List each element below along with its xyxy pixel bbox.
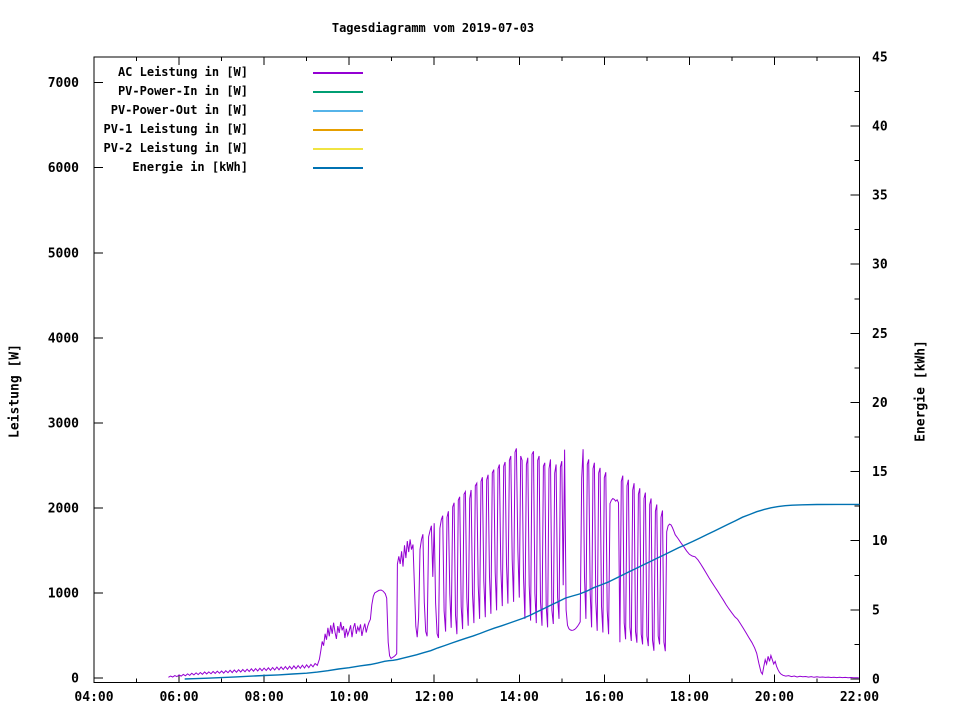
legend-line-sample xyxy=(313,91,363,93)
legend-item: PV-Power-Out in [W] xyxy=(60,101,370,120)
y-right-tick-label: 0 xyxy=(872,673,880,688)
y-left-tick-label: 4000 xyxy=(48,331,79,346)
legend-label: PV-2 Leistung in [W] xyxy=(103,141,249,155)
legend-item: PV-1 Leistung in [W] xyxy=(60,120,370,139)
ac-leistung-in-w-line xyxy=(168,448,859,679)
x-tick-label: 08:00 xyxy=(245,690,284,705)
chart-title: Tagesdiagramm vom 2019-07-03 xyxy=(331,21,535,35)
y-left-tick-label: 5000 xyxy=(48,246,79,261)
y-right-tick-label: 20 xyxy=(872,396,888,411)
energie-in-kwh-line xyxy=(184,503,860,680)
x-tick-label: 06:00 xyxy=(159,690,198,705)
legend-label: Energie in [kWh] xyxy=(132,160,248,174)
y-left-tick-label: 7000 xyxy=(48,76,79,91)
y-left-tick-label: 0 xyxy=(71,672,79,687)
x-tick-label: 18:00 xyxy=(670,690,709,705)
y-right-tick-label: 45 xyxy=(872,50,888,65)
y-right-tick-label: 35 xyxy=(872,189,888,204)
y-right-tick-label: 15 xyxy=(872,465,888,480)
y-left-tick-label: 3000 xyxy=(48,416,79,431)
legend-label: PV-1 Leistung in [W] xyxy=(103,122,249,136)
legend-line-sample xyxy=(313,110,363,112)
y-right-tick-label: 30 xyxy=(872,258,888,273)
y-right-tick-label: 5 xyxy=(872,603,880,618)
y-left-tick-label: 1000 xyxy=(48,586,79,601)
y-right-tick-label: 10 xyxy=(872,534,888,549)
x-tick-label: 22:00 xyxy=(840,690,879,705)
y-right-tick-label: 25 xyxy=(872,327,888,342)
y-right-tick-label: 40 xyxy=(872,119,888,134)
legend-item: AC Leistung in [W] xyxy=(60,63,370,82)
x-tick-label: 04:00 xyxy=(74,690,113,705)
y-left-tick-label: 2000 xyxy=(48,501,79,516)
legend-item: PV-2 Leistung in [W] xyxy=(60,139,370,158)
x-tick-label: 14:00 xyxy=(500,690,539,705)
x-tick-label: 12:00 xyxy=(415,690,454,705)
x-tick-label: 10:00 xyxy=(330,690,369,705)
legend-line-sample xyxy=(313,148,363,150)
legend-line-sample xyxy=(313,72,363,74)
legend-label: AC Leistung in [W] xyxy=(117,65,248,79)
legend-label: PV-Power-In in [W] xyxy=(117,84,248,98)
legend-item: PV-Power-In in [W] xyxy=(60,82,370,101)
legend: AC Leistung in [W] PV-Power-In in [W] PV-P… xyxy=(60,63,370,177)
legend-line-sample xyxy=(313,167,363,169)
legend-label: PV-Power-Out in [W] xyxy=(110,103,248,117)
x-tick-label: 20:00 xyxy=(755,690,794,705)
legend-item: Energie in [kWh] xyxy=(60,158,370,177)
x-tick-label: 16:00 xyxy=(585,690,624,705)
y-left-tick-label: 6000 xyxy=(48,161,79,176)
legend-line-sample xyxy=(313,129,363,131)
